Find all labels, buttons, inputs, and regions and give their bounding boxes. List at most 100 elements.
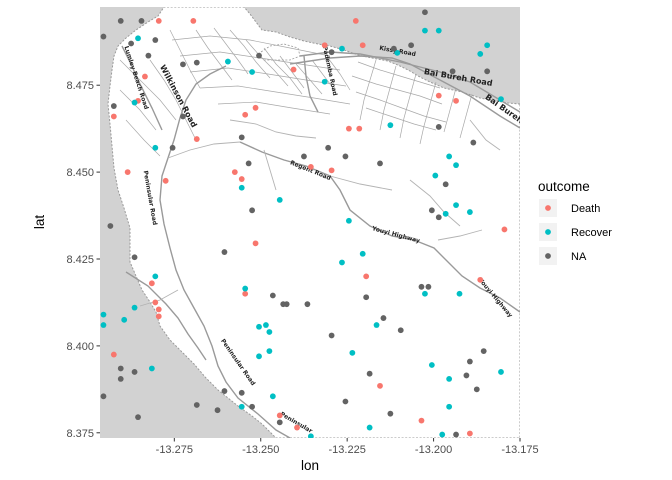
point-recover xyxy=(263,322,269,328)
point-recover xyxy=(349,349,356,356)
point-death xyxy=(345,125,352,132)
point-death xyxy=(418,417,425,424)
point-na xyxy=(422,9,428,16)
point-death xyxy=(290,66,297,73)
point-na xyxy=(238,389,245,396)
coastal-road xyxy=(125,271,207,361)
point-na xyxy=(145,52,152,59)
point-death xyxy=(242,290,249,297)
point-recover xyxy=(359,250,366,257)
point-recover xyxy=(269,393,276,400)
point-recover xyxy=(321,78,328,85)
point-na xyxy=(453,431,459,438)
point-na xyxy=(342,398,349,405)
point-recover xyxy=(100,322,107,328)
point-recover xyxy=(428,362,435,368)
point-recover xyxy=(152,144,159,151)
point-death xyxy=(242,111,249,118)
point-recover xyxy=(131,99,138,106)
point-recover xyxy=(439,431,446,438)
point-recover xyxy=(394,49,401,56)
point-na xyxy=(480,348,487,355)
point-death xyxy=(294,424,300,431)
point-death xyxy=(193,136,200,142)
point-na xyxy=(128,40,135,47)
point-recover xyxy=(446,403,453,410)
point-na xyxy=(221,249,228,255)
pademba-road xyxy=(303,55,319,113)
point-na xyxy=(256,52,262,59)
point-na xyxy=(470,139,477,146)
point-recover xyxy=(422,290,428,297)
legend-keys: Death Recover NA xyxy=(539,199,612,265)
point-na xyxy=(428,207,435,214)
point-recover xyxy=(456,290,463,297)
point-na xyxy=(100,33,107,40)
point-recover xyxy=(435,27,442,34)
legend-label: NA xyxy=(571,251,587,263)
legend-label: Recover xyxy=(571,227,612,239)
point-recover xyxy=(256,353,262,360)
main-roads xyxy=(121,45,520,438)
point-na xyxy=(117,18,124,24)
point-death xyxy=(466,430,473,437)
point-recover xyxy=(446,153,453,160)
data-points xyxy=(87,1,508,438)
kissy-road xyxy=(289,55,520,129)
point-death xyxy=(155,306,162,313)
point-death xyxy=(252,104,259,111)
point-death xyxy=(110,351,117,358)
point-na xyxy=(304,301,311,308)
point-na xyxy=(301,153,307,160)
wilkinson-road xyxy=(167,65,227,159)
point-na xyxy=(390,45,397,52)
legend-key-death xyxy=(545,205,551,211)
lumley-beach-road xyxy=(121,45,163,131)
point-death xyxy=(231,169,238,176)
legend-title: outcome xyxy=(538,179,590,194)
y-tick-label: 8.425 xyxy=(66,254,94,266)
y-axis-title: lat xyxy=(32,215,47,230)
point-na xyxy=(135,414,141,421)
point-recover xyxy=(442,210,449,217)
point-na xyxy=(117,365,124,372)
point-recover xyxy=(466,209,473,215)
point-death xyxy=(148,280,155,287)
point-na xyxy=(169,144,176,151)
point-na xyxy=(269,292,276,299)
point-recover xyxy=(339,259,345,266)
point-recover xyxy=(446,376,453,382)
point-na xyxy=(328,49,335,56)
point-recover xyxy=(373,322,380,328)
point-recover xyxy=(276,197,283,203)
legend-label: Death xyxy=(571,203,600,215)
point-recover xyxy=(266,329,273,335)
point-recover xyxy=(453,162,459,169)
y-tick-label: 8.475 xyxy=(66,80,94,92)
x-tick-label: -13.275 xyxy=(156,444,193,456)
point-na xyxy=(342,153,349,160)
point-death xyxy=(155,18,162,24)
point-na xyxy=(180,61,186,68)
point-na xyxy=(435,214,442,221)
point-recover xyxy=(307,433,314,438)
point-death xyxy=(110,113,117,120)
point-na xyxy=(214,407,221,414)
point-na xyxy=(380,315,387,321)
point-na xyxy=(193,402,200,408)
y-tick-label: 8.400 xyxy=(66,341,94,353)
point-death xyxy=(356,125,363,132)
point-recover xyxy=(152,273,159,280)
x-tick-label: -13.250 xyxy=(242,444,279,456)
point-na xyxy=(449,68,456,75)
point-na xyxy=(87,51,93,57)
point-death xyxy=(353,1,359,7)
y-tick-label: 8.450 xyxy=(66,167,94,179)
point-recover xyxy=(266,348,273,355)
regent-road xyxy=(239,141,520,313)
point-na xyxy=(484,68,491,75)
legend: outcome Death Recover NA xyxy=(538,179,612,265)
x-tick-label: -13.200 xyxy=(415,444,452,456)
x-tick-label: -13.225 xyxy=(329,444,366,456)
